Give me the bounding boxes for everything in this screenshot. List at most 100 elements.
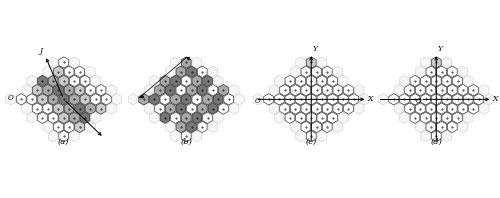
Polygon shape (468, 85, 478, 96)
Polygon shape (182, 75, 191, 87)
Polygon shape (400, 75, 409, 87)
Polygon shape (208, 103, 218, 114)
Polygon shape (389, 94, 398, 105)
Polygon shape (96, 85, 106, 96)
Polygon shape (22, 103, 32, 114)
Polygon shape (448, 103, 457, 114)
Polygon shape (150, 112, 159, 123)
Polygon shape (296, 57, 306, 68)
Polygon shape (296, 75, 306, 87)
Polygon shape (416, 85, 425, 96)
Polygon shape (442, 94, 452, 105)
Polygon shape (218, 103, 228, 114)
Polygon shape (285, 94, 295, 105)
Polygon shape (479, 103, 489, 114)
Polygon shape (192, 75, 202, 87)
Polygon shape (38, 94, 48, 105)
Polygon shape (170, 112, 180, 123)
Polygon shape (166, 66, 175, 77)
Polygon shape (410, 75, 420, 87)
Polygon shape (458, 66, 468, 77)
Polygon shape (80, 94, 90, 105)
Polygon shape (32, 103, 42, 114)
Polygon shape (306, 75, 316, 87)
Polygon shape (70, 130, 80, 142)
Polygon shape (301, 121, 311, 133)
Polygon shape (301, 103, 311, 114)
Polygon shape (186, 103, 196, 114)
Polygon shape (70, 57, 80, 68)
Polygon shape (202, 94, 212, 105)
Polygon shape (38, 75, 48, 87)
Polygon shape (32, 85, 42, 96)
Polygon shape (182, 130, 191, 142)
Polygon shape (198, 66, 207, 77)
Polygon shape (186, 66, 196, 77)
Polygon shape (432, 112, 441, 123)
Polygon shape (290, 103, 300, 114)
Polygon shape (442, 112, 452, 123)
Polygon shape (91, 112, 101, 123)
Polygon shape (150, 75, 159, 87)
Polygon shape (452, 94, 462, 105)
Polygon shape (229, 85, 239, 96)
Polygon shape (349, 94, 358, 105)
Polygon shape (182, 112, 191, 123)
Polygon shape (322, 66, 332, 77)
Polygon shape (27, 112, 36, 123)
Polygon shape (442, 130, 452, 142)
Polygon shape (405, 85, 414, 96)
Polygon shape (43, 85, 52, 96)
Polygon shape (59, 94, 69, 105)
Polygon shape (27, 94, 36, 105)
Polygon shape (338, 75, 348, 87)
Polygon shape (296, 130, 306, 142)
Polygon shape (166, 85, 175, 96)
Polygon shape (198, 103, 207, 114)
Polygon shape (160, 94, 170, 105)
Polygon shape (290, 121, 300, 133)
Polygon shape (106, 85, 117, 96)
Polygon shape (448, 121, 457, 133)
Polygon shape (253, 94, 263, 105)
Polygon shape (426, 85, 436, 96)
Polygon shape (269, 85, 279, 96)
Polygon shape (285, 112, 295, 123)
Polygon shape (416, 66, 425, 77)
Polygon shape (322, 103, 332, 114)
Polygon shape (59, 75, 69, 87)
Polygon shape (192, 112, 202, 123)
Polygon shape (128, 94, 138, 105)
Polygon shape (400, 94, 409, 105)
Polygon shape (426, 103, 436, 114)
Polygon shape (6, 94, 16, 105)
Polygon shape (176, 85, 186, 96)
Polygon shape (344, 103, 353, 114)
Polygon shape (394, 103, 404, 114)
Polygon shape (86, 66, 95, 77)
Polygon shape (192, 94, 202, 105)
Polygon shape (274, 94, 284, 105)
Polygon shape (48, 130, 58, 142)
Polygon shape (192, 57, 202, 68)
Polygon shape (64, 121, 74, 133)
Polygon shape (59, 130, 69, 142)
Polygon shape (436, 66, 446, 77)
Polygon shape (484, 94, 494, 105)
Polygon shape (338, 94, 348, 105)
Polygon shape (208, 121, 218, 133)
Polygon shape (27, 75, 36, 87)
Polygon shape (301, 66, 311, 77)
Polygon shape (448, 85, 457, 96)
Polygon shape (176, 121, 186, 133)
Polygon shape (208, 85, 218, 96)
Polygon shape (344, 85, 353, 96)
Polygon shape (160, 75, 170, 87)
Polygon shape (70, 75, 80, 87)
Polygon shape (166, 103, 175, 114)
Polygon shape (290, 66, 300, 77)
Polygon shape (182, 57, 191, 68)
Polygon shape (155, 103, 164, 114)
Polygon shape (452, 75, 462, 87)
Text: Y: Y (313, 45, 318, 53)
